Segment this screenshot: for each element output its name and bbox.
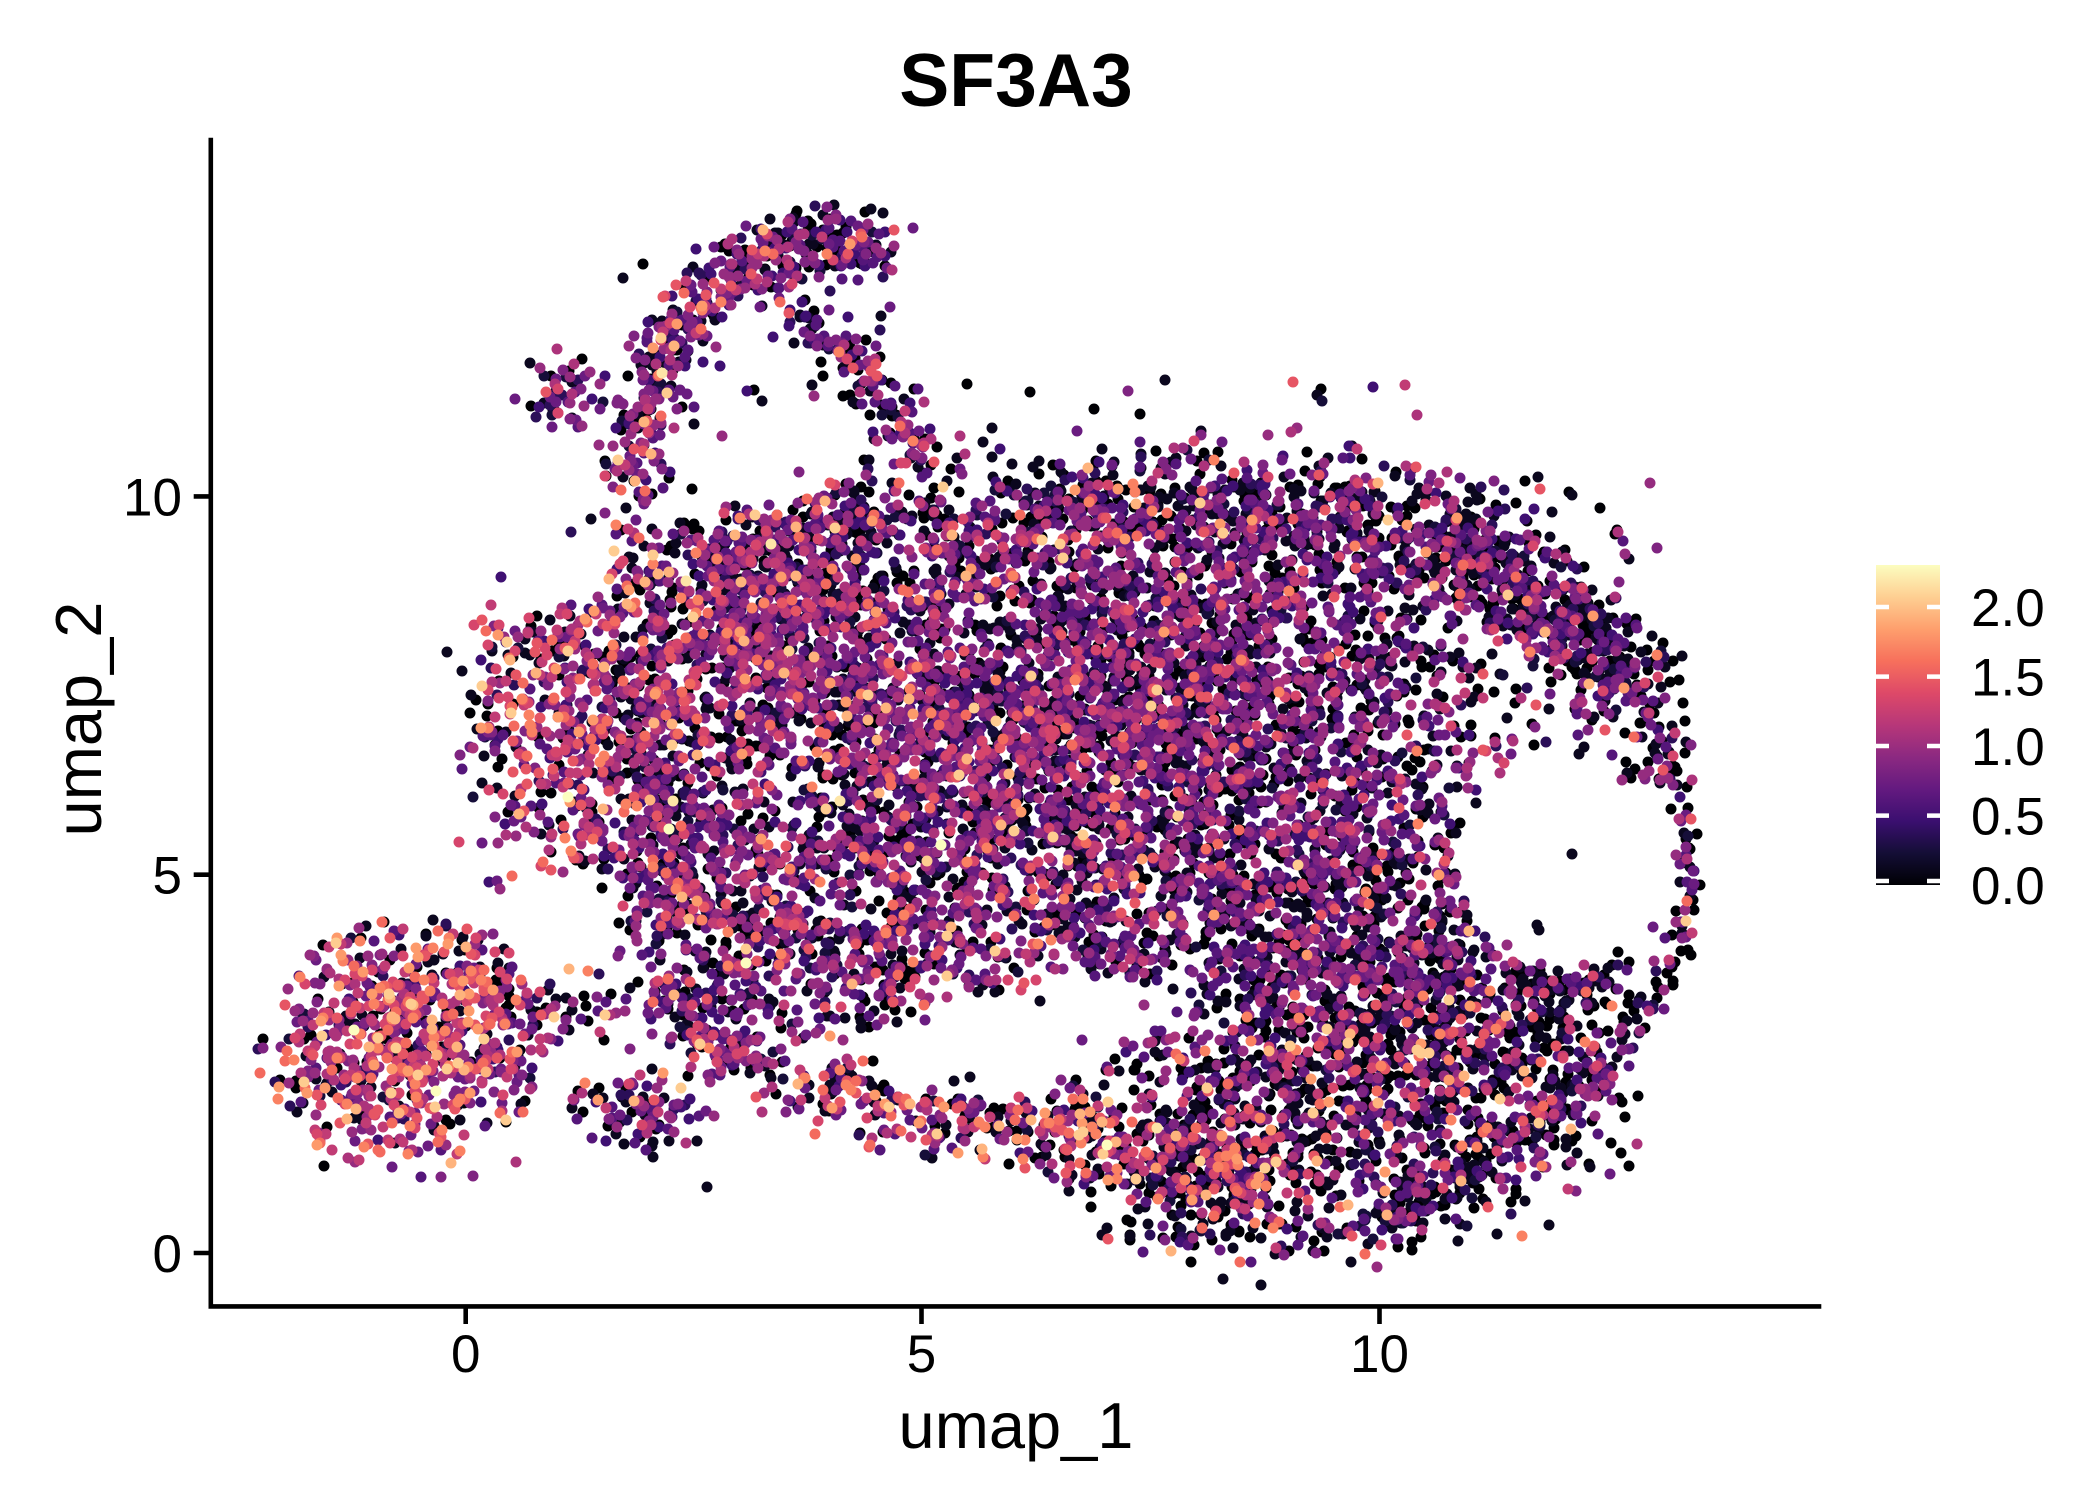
- svg-text:0.5: 0.5: [1971, 788, 2045, 847]
- svg-text:umap_1: umap_1: [899, 1389, 1134, 1462]
- svg-text:umap_2: umap_2: [42, 602, 115, 837]
- svg-text:10: 10: [1350, 1325, 1409, 1384]
- svg-text:5: 5: [153, 847, 182, 906]
- svg-text:0: 0: [451, 1325, 480, 1384]
- svg-text:SF3A3: SF3A3: [899, 38, 1132, 122]
- svg-text:10: 10: [123, 468, 182, 527]
- svg-text:1.0: 1.0: [1971, 718, 2045, 777]
- svg-text:2.0: 2.0: [1971, 579, 2045, 638]
- svg-text:0: 0: [153, 1225, 182, 1284]
- svg-text:1.5: 1.5: [1971, 649, 2045, 708]
- svg-text:5: 5: [907, 1325, 936, 1384]
- svg-text:0.0: 0.0: [1971, 857, 2045, 916]
